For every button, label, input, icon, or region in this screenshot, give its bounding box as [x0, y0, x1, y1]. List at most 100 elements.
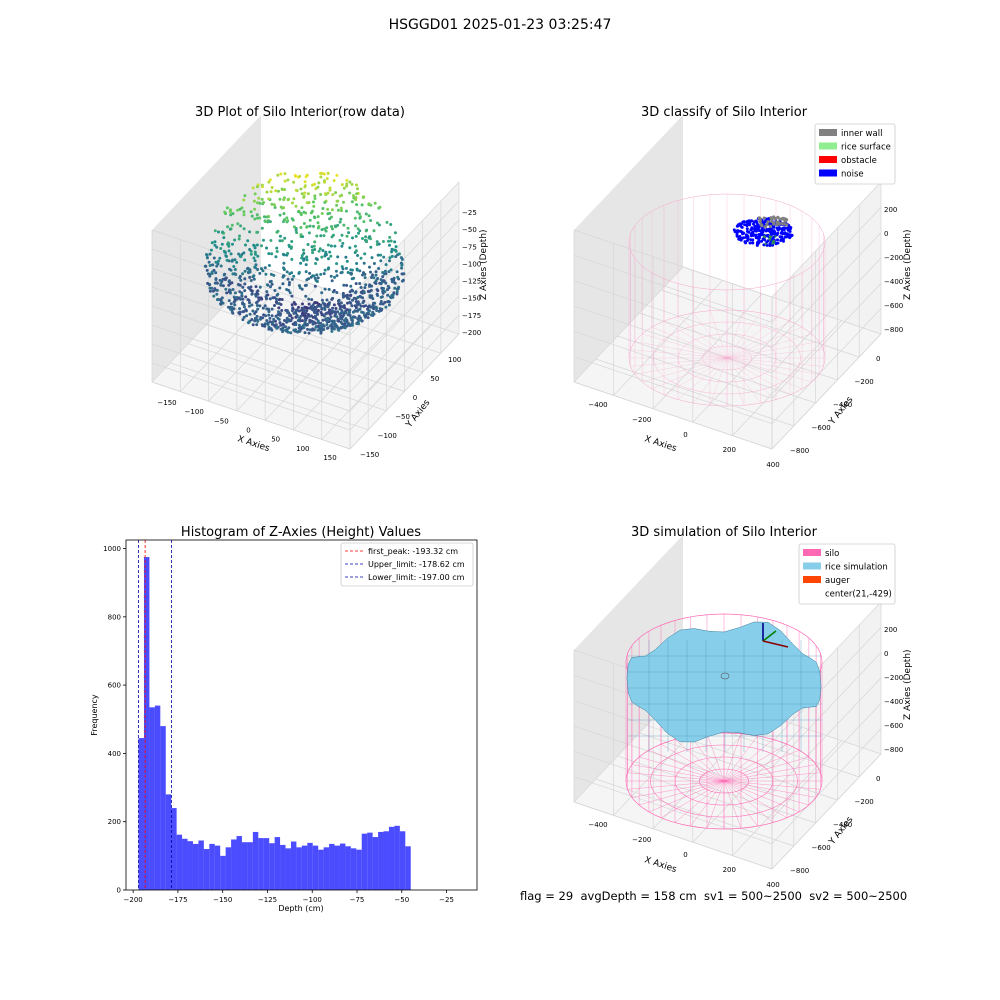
scatter-point [313, 182, 317, 186]
scatter-point [242, 213, 246, 217]
scatter-point [342, 283, 346, 287]
scatter-point [233, 258, 237, 262]
scatter-point [287, 245, 291, 248]
scatter-point [338, 220, 342, 224]
auger-x-arrow [762, 640, 789, 648]
raw-scatter-ytick: −150 [360, 451, 379, 459]
scatter-point [327, 287, 331, 291]
scatter-point [267, 313, 271, 317]
scatter-point [249, 285, 253, 289]
silo-spoke [677, 316, 728, 359]
scatter-point [355, 183, 358, 187]
scatter-point [292, 311, 296, 315]
scatter-point [268, 220, 272, 224]
legend-swatch [819, 156, 837, 163]
scatter-point [280, 309, 284, 312]
scatter-point [317, 249, 321, 253]
noise-point [746, 219, 749, 223]
legend-label: first_peak: -193.32 cm [368, 547, 458, 556]
scatter-point [250, 318, 254, 321]
scatter-point [286, 178, 290, 182]
x-tick-label: −75 [350, 896, 365, 904]
silo-spoke [663, 321, 728, 359]
legend-swatch [803, 562, 821, 570]
scatter-point [316, 309, 320, 312]
scatter-point [265, 215, 269, 219]
scatter-point [303, 320, 307, 324]
scatter-point [400, 266, 404, 270]
scatter-point [304, 317, 308, 321]
noise-point [738, 229, 742, 233]
scatter-point [329, 244, 333, 248]
histogram-bar [236, 836, 242, 890]
scatter-point [354, 290, 358, 294]
scatter-point [285, 319, 289, 322]
scatter-point [304, 175, 308, 179]
noise-point [737, 236, 741, 240]
scatter-point [300, 256, 304, 260]
classify-ztick: −800 [884, 326, 903, 334]
scatter-point [334, 269, 338, 273]
scatter-point [215, 288, 219, 292]
scatter-point [309, 275, 313, 279]
scatter-point [366, 307, 370, 311]
scatter-point [365, 239, 368, 243]
scatter-point [357, 231, 360, 235]
scatter-point [354, 224, 358, 228]
scatter-point [379, 253, 383, 257]
rice-surface-point [774, 235, 777, 238]
scatter-point [261, 185, 264, 189]
raw-scatter-ytick: −100 [378, 432, 397, 440]
scatter-point [239, 224, 243, 228]
raw-scatter-ztick: −200 [462, 329, 481, 337]
scatter-point [279, 303, 283, 306]
scatter-point [252, 199, 256, 203]
simulation-ztick: −400 [884, 698, 903, 706]
scatter-point [301, 324, 305, 328]
raw-scatter-ztick: −125 [462, 278, 481, 286]
scatter-point [345, 184, 349, 188]
classify-xtick: 200 [723, 446, 736, 454]
grid-line [573, 801, 773, 870]
scatter-point [208, 264, 212, 267]
scatter-point [394, 255, 398, 259]
histogram-bar [367, 832, 373, 890]
scatter-point [282, 198, 286, 202]
noise-point [783, 226, 787, 230]
noise-point [743, 223, 747, 227]
scatter-point [310, 298, 314, 302]
scatter-point [212, 256, 216, 260]
scatter-point [256, 201, 259, 205]
silo-spoke [726, 310, 745, 359]
noise-point [736, 224, 740, 228]
histogram-bar [405, 846, 411, 890]
silo-spoke [660, 780, 725, 818]
scatter-point [290, 303, 294, 307]
scatter-point [379, 300, 383, 303]
x-tick-label: −25 [439, 896, 454, 904]
scatter-point [384, 272, 388, 276]
scatter-point [241, 285, 245, 289]
scatter-point [322, 234, 326, 238]
scatter-point [357, 314, 361, 318]
silo-spoke [648, 780, 725, 813]
grid-line [151, 305, 351, 374]
scatter-point [324, 229, 328, 233]
scatter-point [340, 311, 344, 314]
scatter-point [210, 241, 214, 245]
scatter-point [225, 291, 229, 295]
grid-line [151, 381, 351, 450]
classify-ztick: 200 [884, 206, 897, 214]
silo-spoke [651, 327, 728, 359]
scatter-point [217, 230, 220, 234]
raw-scatter-xtick: 150 [323, 454, 336, 462]
scatter-point [332, 289, 336, 292]
scatter-point [241, 318, 245, 322]
scatter-point [340, 265, 344, 269]
scatter-point [377, 242, 381, 246]
scatter-point [294, 308, 298, 312]
scatter-point [348, 180, 352, 184]
scatter-point [258, 304, 262, 308]
scatter-point [371, 314, 375, 317]
